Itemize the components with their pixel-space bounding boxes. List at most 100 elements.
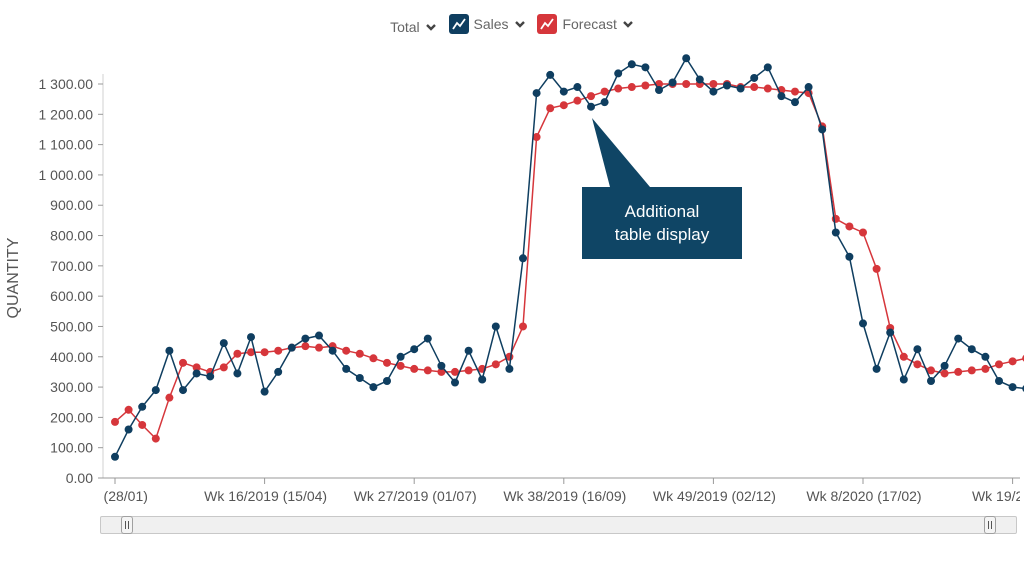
forecast-point: [995, 360, 1003, 369]
scrollbar-left-handle[interactable]: [121, 516, 133, 534]
forecast-point: [641, 81, 650, 90]
sales-point: [763, 63, 772, 72]
forecast-point: [274, 346, 283, 355]
forecast-point: [179, 358, 187, 367]
series-sales: [111, 54, 1024, 461]
sales-point: [573, 83, 582, 92]
forecast-point: [682, 80, 691, 88]
forecast-point: [709, 80, 718, 88]
x-tick-label: Wk 38/2019 (16/09): [503, 488, 626, 504]
forecast-point: [410, 364, 419, 373]
sales-point: [600, 98, 609, 107]
y-tick-label: 1 000.00: [39, 167, 94, 183]
forecast-point: [437, 367, 446, 376]
forecast-point: [859, 228, 867, 237]
sales-point: [587, 102, 595, 111]
forecast-point: [600, 87, 609, 96]
range-scrollbar[interactable]: [100, 516, 1017, 534]
forecast-point: [845, 222, 854, 231]
sales-point: [532, 89, 541, 98]
x-tick-labels: 19 (28/01) Wk 16/2019 (15/04) Wk 27/2019 (…: [84, 488, 1020, 504]
x-tick-label: 19 (28/01): [84, 488, 148, 504]
sales-point: [804, 83, 813, 92]
sales-point: [151, 386, 160, 395]
forecast-point: [940, 369, 949, 378]
legend-total-label: Total: [390, 19, 420, 35]
sales-point: [233, 369, 242, 378]
sales-point: [695, 75, 704, 84]
sales-point: [423, 334, 432, 343]
sales-point: [750, 73, 759, 82]
sales-point: [981, 352, 990, 361]
forecast-point: [573, 96, 582, 105]
forecast-point: [260, 348, 269, 357]
sales-point: [818, 125, 827, 134]
sales-point: [927, 377, 935, 386]
sales-point: [396, 352, 405, 361]
sales-point: [940, 361, 949, 370]
y-tick-label: 500.00: [50, 318, 93, 334]
sales-point: [138, 402, 147, 411]
forecast-point: [913, 360, 922, 369]
legend-forecast-label: Forecast: [562, 16, 617, 32]
forecast-point: [587, 92, 595, 101]
sales-point: [437, 361, 446, 370]
series-layer: [111, 54, 1024, 461]
legend-total-dropdown[interactable]: Total: [390, 19, 437, 35]
sales-point: [260, 387, 269, 396]
forecast-point: [954, 367, 963, 376]
forecast-point: [491, 360, 500, 369]
forecast-point: [872, 264, 881, 273]
y-tick-label: 600.00: [50, 288, 93, 304]
sales-point: [342, 364, 351, 373]
sales-point: [192, 369, 201, 378]
sales-point: [124, 425, 133, 434]
legend-sales-dropdown[interactable]: Sales: [448, 14, 526, 34]
forecast-point: [763, 84, 772, 93]
y-tick-label: 900.00: [50, 197, 93, 213]
y-axis-title: QUANTITY: [5, 237, 22, 318]
sales-point: [287, 343, 296, 352]
sales-point: [274, 367, 283, 376]
sales-point: [491, 322, 500, 331]
forecast-point: [423, 366, 432, 375]
sales-point: [682, 54, 691, 63]
sales-point: [519, 254, 527, 263]
forecast-point: [464, 366, 473, 375]
sales-point: [845, 252, 854, 261]
callout-box: [582, 118, 742, 259]
sales-point: [1008, 383, 1017, 392]
forecast-point: [151, 434, 160, 443]
sales-point: [165, 346, 174, 355]
scrollbar-right-handle[interactable]: [984, 516, 996, 534]
sales-point: [899, 375, 908, 384]
y-tick-label: 800.00: [50, 228, 93, 244]
forecast-point: [519, 322, 527, 331]
forecast-point: [369, 354, 378, 363]
sales-point: [219, 339, 228, 348]
forecast-point: [791, 87, 799, 96]
forecast-point: [219, 363, 228, 372]
sales-point: [410, 345, 419, 354]
sales-point: [627, 60, 636, 69]
sales-point: [179, 386, 187, 395]
sales-point: [355, 373, 364, 382]
sales-point: [709, 87, 718, 96]
sales-point: [791, 98, 799, 107]
y-tick-label: 1 100.00: [39, 137, 94, 153]
chart-legend: Total Sales Forecast: [0, 14, 1024, 35]
sales-point: [723, 81, 731, 90]
chevron-down-icon: [514, 21, 525, 28]
forecast-point: [192, 363, 201, 372]
y-tick-label: 200.00: [50, 409, 93, 425]
sales-point: [478, 375, 487, 384]
line-chart-icon: [448, 14, 469, 34]
sales-line: [114, 56, 1024, 458]
sales-point: [559, 87, 568, 96]
forecast-point: [627, 83, 636, 92]
sales-point: [546, 70, 555, 79]
legend-forecast-dropdown[interactable]: Forecast: [537, 14, 633, 34]
y-tick-label: 400.00: [50, 349, 93, 365]
sales-point: [301, 334, 310, 343]
